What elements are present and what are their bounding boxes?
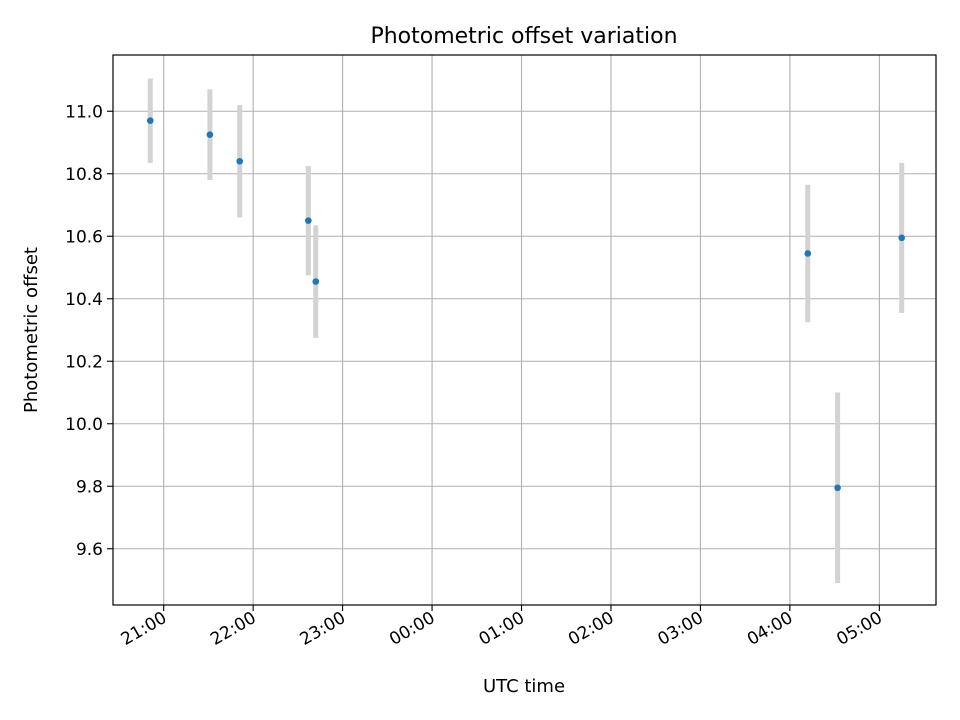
data-point: [236, 157, 244, 165]
x-tick-label: 21:00: [118, 608, 170, 650]
plot-area-frame: [112, 54, 937, 606]
y-tick-label: 9.8: [76, 477, 103, 497]
x-tick-label: 01:00: [476, 608, 528, 650]
data-points: [146, 117, 906, 492]
x-axis: 21:00 22:00 23:00 00:00 01:00 02:00 03:00 04:00…: [118, 605, 886, 650]
data-point: [898, 234, 906, 242]
data-point: [834, 484, 841, 492]
data-point: [146, 117, 154, 124]
y-tick-label: 10.4: [65, 290, 103, 310]
data-point: [804, 250, 812, 257]
grid: [113, 55, 936, 605]
y-axis-title: Photometric offset: [21, 247, 42, 413]
y-tick-label: 10.2: [65, 352, 103, 372]
x-tick-label: 02:00: [565, 608, 617, 650]
y-tick-label: 9.6: [76, 540, 103, 560]
y-axis: 9.6 9.8 10.0 10.2 10.4 10.6 10.8 11.0: [65, 102, 113, 560]
data-point: [312, 278, 320, 285]
chart-title: Photometric offset variation: [370, 24, 677, 49]
y-tick-label: 10.8: [65, 165, 103, 185]
y-tick-label: 11.0: [65, 102, 103, 122]
x-tick-label: 04:00: [744, 608, 796, 650]
x-tick-label: 22:00: [207, 608, 259, 650]
y-tick-label: 10.0: [65, 415, 103, 435]
data-point: [305, 217, 312, 224]
data-point: [206, 131, 214, 138]
x-tick-label: 03:00: [654, 608, 706, 650]
error-bars: [147, 78, 905, 584]
x-tick-label: 00:00: [386, 608, 438, 650]
x-tick-label: 23:00: [297, 608, 349, 650]
y-tick-label: 10.6: [65, 227, 103, 247]
x-tick-label: 05:00: [833, 608, 885, 650]
x-axis-title: UTC time: [483, 676, 565, 697]
